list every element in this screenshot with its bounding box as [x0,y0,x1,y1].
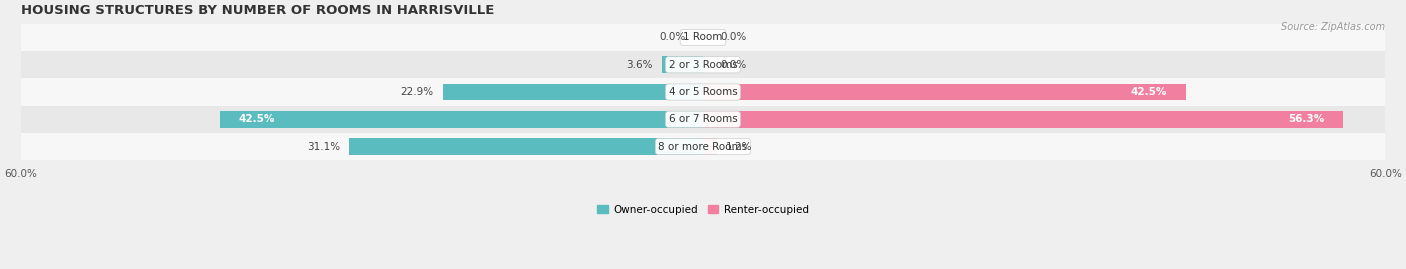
Text: 42.5%: 42.5% [239,114,276,124]
Bar [21,106,1385,133]
Bar [21,24,1385,51]
Text: 31.1%: 31.1% [307,141,340,151]
Text: 0.0%: 0.0% [720,33,747,43]
Bar [219,111,703,128]
Text: 8 or more Rooms: 8 or more Rooms [658,141,748,151]
Bar [21,51,1385,78]
Bar [443,84,703,100]
Text: 42.5%: 42.5% [1130,87,1167,97]
Text: 2 or 3 Rooms: 2 or 3 Rooms [669,60,737,70]
Bar [21,133,1385,160]
Bar [349,138,703,155]
Text: 4 or 5 Rooms: 4 or 5 Rooms [669,87,737,97]
Bar [21,78,1385,106]
Bar [703,111,1343,128]
Text: 22.9%: 22.9% [401,87,433,97]
Bar [662,56,703,73]
Text: 0.0%: 0.0% [720,60,747,70]
Text: 6 or 7 Rooms: 6 or 7 Rooms [669,114,737,124]
Text: Source: ZipAtlas.com: Source: ZipAtlas.com [1281,22,1385,31]
Text: 0.0%: 0.0% [659,33,686,43]
Legend: Owner-occupied, Renter-occupied: Owner-occupied, Renter-occupied [598,205,808,215]
Text: 3.6%: 3.6% [627,60,652,70]
Text: 1.2%: 1.2% [725,141,752,151]
Bar [703,84,1187,100]
Text: 1 Room: 1 Room [683,33,723,43]
Bar [703,138,717,155]
Text: HOUSING STRUCTURES BY NUMBER OF ROOMS IN HARRISVILLE: HOUSING STRUCTURES BY NUMBER OF ROOMS IN… [21,4,494,17]
Text: 56.3%: 56.3% [1288,114,1324,124]
